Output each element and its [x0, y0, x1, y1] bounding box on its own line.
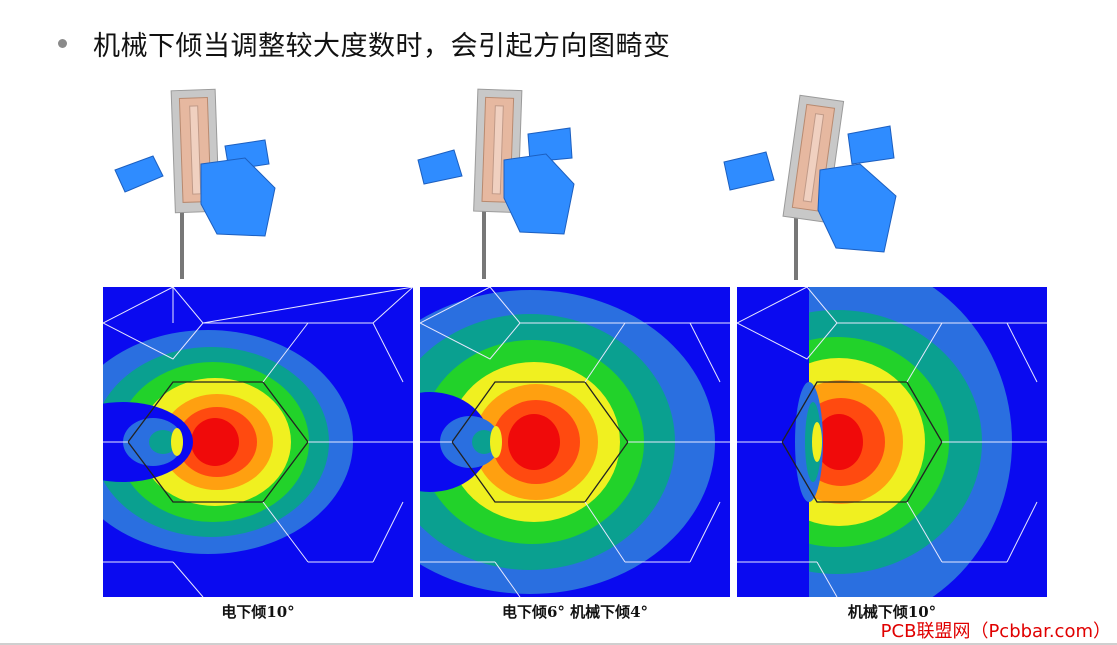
caption-2: 电下倾6° 机械下倾4° — [501, 603, 649, 621]
coverage-plot-2 — [420, 287, 730, 597]
caption-1: 电下倾10° — [221, 603, 295, 621]
bullet-text: 机械下倾当调整较大度数时，会引起方向图畸变 — [93, 31, 671, 62]
antenna-illustration-2 — [412, 84, 712, 284]
coverage-plot-3 — [737, 287, 1047, 597]
watermark-text: PCB联盟网（Pcbbar.com） — [880, 621, 1111, 642]
bullet-row: 机械下倾当调整较大度数时，会引起方向图畸变 — [58, 24, 671, 63]
coverage-plot-1 — [103, 287, 413, 597]
bullet-dot — [58, 39, 67, 48]
antenna-illustration-1 — [105, 84, 405, 284]
antenna-illustration-3 — [720, 84, 1020, 284]
caption-3: 机械下倾10° — [847, 603, 937, 621]
footer-divider — [0, 643, 1117, 645]
